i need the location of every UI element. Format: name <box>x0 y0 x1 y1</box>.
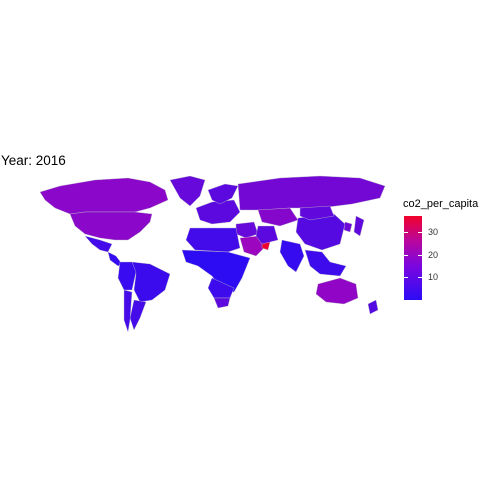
country-greenland <box>169 175 206 207</box>
legend-colorbar <box>404 216 422 300</box>
country-korea <box>343 221 353 233</box>
country-middle-east <box>235 221 259 239</box>
country-north-africa <box>185 227 241 253</box>
legend-tick-mark <box>404 277 408 279</box>
country-scandinavia <box>207 183 239 205</box>
country-mongolia <box>299 205 335 221</box>
country-japan <box>353 215 365 237</box>
legend-tick-mark <box>404 231 408 233</box>
country-saudi-arabia <box>239 235 265 257</box>
country-argentina <box>129 299 147 331</box>
legend-tick-mark <box>418 231 422 233</box>
country-south-africa <box>213 297 231 309</box>
country-southeast-asia <box>304 249 347 277</box>
country-india <box>279 239 305 273</box>
legend-tick-mark <box>418 277 422 279</box>
country-new-zealand <box>367 299 379 315</box>
country-chile <box>123 289 133 333</box>
legend-tick-label: 20 <box>428 249 439 260</box>
country-europe <box>195 199 241 225</box>
country-kazakhstan <box>257 207 299 227</box>
country-andean-countries <box>117 261 137 291</box>
legend-tick-label: 30 <box>428 226 439 237</box>
country-australia <box>315 277 359 305</box>
legend-tick-mark <box>418 254 422 256</box>
plot-title: Year: 2016 <box>1 153 66 168</box>
legend-tick-label: 10 <box>428 272 439 283</box>
legend-title: co2_per_capita <box>403 198 479 210</box>
country-russia <box>237 175 386 211</box>
country-brazil <box>131 261 171 303</box>
country-iran <box>255 225 279 245</box>
country-united-states <box>69 211 153 241</box>
country-canada <box>39 177 169 215</box>
legend-tick-mark <box>404 254 408 256</box>
country-china <box>295 213 346 251</box>
